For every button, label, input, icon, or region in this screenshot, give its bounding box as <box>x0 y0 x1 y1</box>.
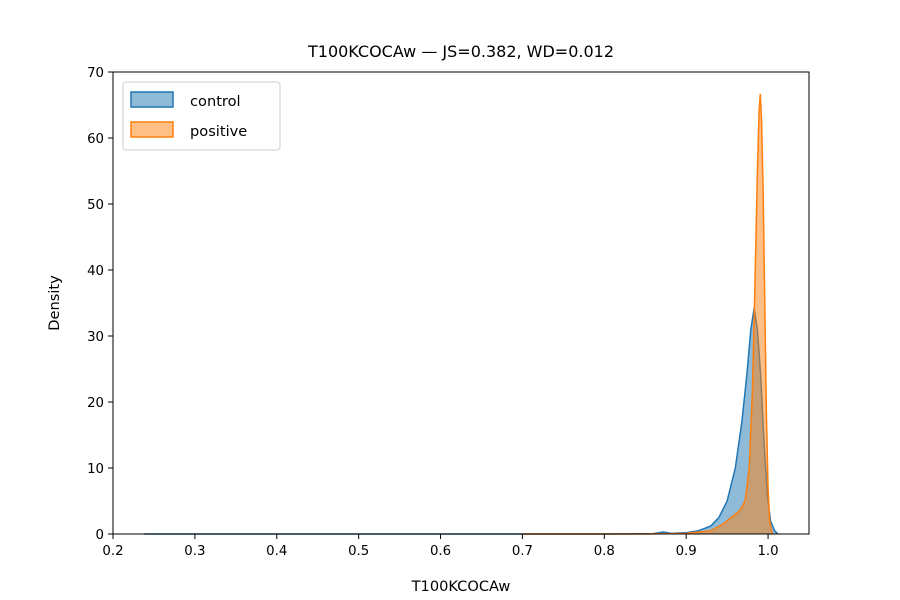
y-tick-label: 30 <box>87 330 104 345</box>
y-tick-label: 20 <box>87 396 104 411</box>
legend-swatch-control <box>130 91 174 108</box>
y-tick-label: 50 <box>87 198 104 213</box>
x-tick-label: 0.7 <box>512 544 533 559</box>
series-area-positive <box>522 93 773 534</box>
series-line-positive <box>522 93 774 535</box>
y-axis-label: Density <box>46 275 63 331</box>
legend: control positive <box>122 81 281 151</box>
x-tick-label: 1.0 <box>757 544 778 559</box>
x-tick-label: 0.8 <box>594 544 615 559</box>
x-tick-label: 0.5 <box>348 544 369 559</box>
y-tick-label: 40 <box>87 264 104 279</box>
y-tick-label: 60 <box>87 132 104 147</box>
x-tick-label: 0.3 <box>184 544 205 559</box>
chart-title: T100KCOCAw — JS=0.382, WD=0.012 <box>307 42 614 61</box>
legend-swatch-positive <box>130 121 174 138</box>
legend-label-positive: positive <box>190 123 247 140</box>
x-axis: 0.2 0.3 0.4 0.5 0.6 0.7 0.8 0.9 1.0 <box>102 534 779 559</box>
plot-frame <box>112 71 810 535</box>
y-tick-label: 0 <box>96 528 104 543</box>
series-layer <box>144 93 779 535</box>
legend-label-control: control <box>190 93 241 110</box>
y-tick-label: 70 <box>87 66 104 81</box>
x-tick-label: 0.4 <box>266 544 287 559</box>
y-axis: 0 10 20 30 40 50 60 70 <box>87 66 113 543</box>
x-tick-label: 0.6 <box>430 544 451 559</box>
x-tick-label: 0.9 <box>676 544 697 559</box>
x-axis-label: T100KCOCAw <box>411 578 511 595</box>
x-tick-label: 0.2 <box>102 544 123 559</box>
y-tick-label: 10 <box>87 462 104 477</box>
